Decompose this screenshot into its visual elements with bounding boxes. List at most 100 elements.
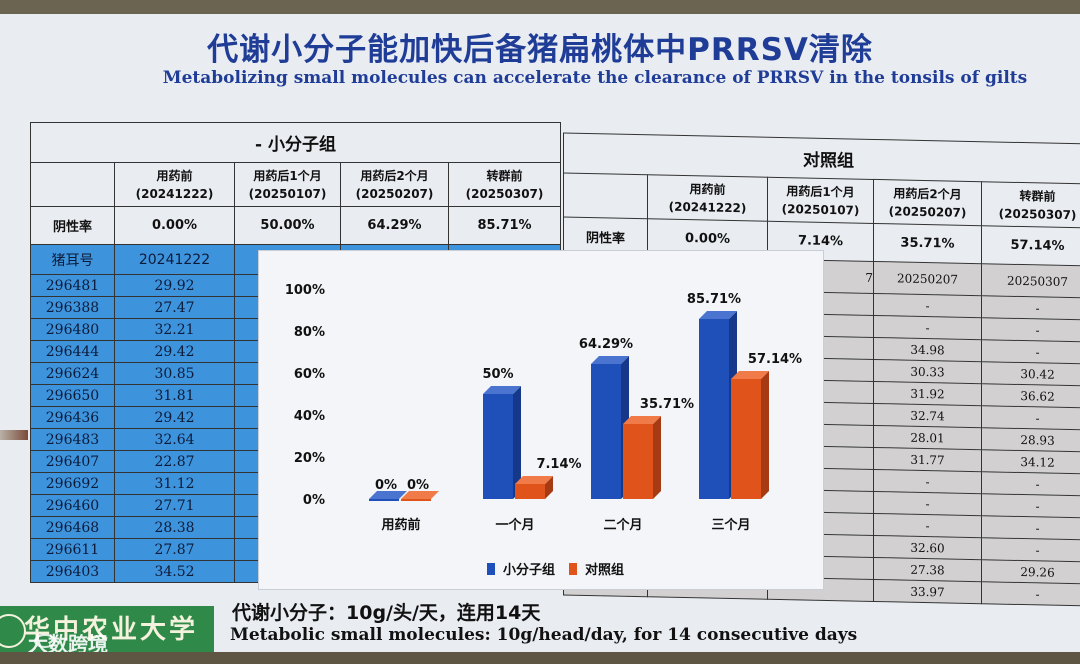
- table-cell: 296444: [30, 340, 115, 363]
- ear-header-cell: 20250307: [981, 263, 1080, 299]
- table-cell: -: [981, 405, 1080, 431]
- x-tick-label: 三个月: [711, 517, 750, 533]
- data-label: 0%: [375, 478, 397, 493]
- table-cell: 32.60: [873, 535, 982, 560]
- bar-side: [761, 371, 769, 499]
- ear-header-cell: 猪耳号: [30, 244, 115, 275]
- bar-top: [369, 491, 407, 499]
- table-cell: 32.74: [873, 403, 982, 428]
- left_group-col-header: 用药后2个月 (20250207): [340, 162, 449, 207]
- table-cell: 29.42: [114, 406, 235, 429]
- right_group-col-header: [563, 172, 648, 219]
- bar-control: [515, 484, 545, 499]
- left_group-rate-label: 阴性率: [30, 206, 115, 245]
- table-cell: -: [981, 471, 1080, 497]
- table-cell: 296480: [30, 318, 115, 341]
- bar-top: [591, 355, 629, 364]
- y-tick-label: 0%: [303, 493, 325, 508]
- right_group-col-header: 转群前 (20250307): [981, 181, 1080, 229]
- left_group-rate-cell: 64.29%: [340, 206, 449, 245]
- table-cell: 296460: [30, 494, 115, 517]
- data-label: 0%: [407, 478, 429, 493]
- right_group-col-header: 用药后1个月 (20250107): [767, 177, 874, 224]
- left_group-rate-cell: 50.00%: [234, 206, 341, 245]
- negative-rate-chart: 0% 20% 40% 60% 80% 100% 0% 0% 用药前 50% 7.14% 一个月 64.2…: [258, 250, 824, 590]
- table-cell: 22.87: [114, 450, 235, 473]
- data-label: 7.14%: [536, 457, 581, 472]
- watermark-icon: [34, 634, 56, 648]
- table-cell: 296481: [30, 274, 115, 297]
- table-cell: 296436: [30, 406, 115, 429]
- table-cell: 28.38: [114, 516, 235, 539]
- bar-top: [731, 371, 769, 380]
- left_group-col-header: 转群前 (20250307): [447, 162, 562, 207]
- bar-small-molecule: [483, 394, 513, 499]
- x-tick-label: 用药前: [380, 517, 420, 533]
- table-cell: 28.93: [981, 427, 1080, 453]
- dosage-cn: 代谢小分子：10g/头/天，连用14天: [232, 602, 541, 624]
- table-cell: -: [873, 293, 982, 318]
- bar-control: [731, 379, 761, 499]
- table-cell: -: [981, 317, 1080, 343]
- y-tick-label: 80%: [294, 325, 325, 340]
- table-cell: 27.87: [114, 538, 235, 561]
- bar-small-molecule: [591, 363, 621, 499]
- table-cell: 27.47: [114, 296, 235, 319]
- table-cell: 296692: [30, 472, 115, 495]
- table-cell: 296468: [30, 516, 115, 539]
- table-cell: 29.26: [981, 559, 1080, 585]
- table-cell: -: [873, 469, 982, 494]
- y-tick-label: 20%: [294, 451, 325, 466]
- data-label: 64.29%: [579, 337, 633, 352]
- table-cell: -: [981, 515, 1080, 541]
- table-cell: -: [873, 315, 982, 340]
- right_group-rate-cell: 35.71%: [873, 223, 982, 264]
- bar-top: [401, 491, 439, 499]
- table-cell: 296403: [30, 560, 115, 583]
- table-cell: 32.21: [114, 318, 235, 341]
- x-tick-label: 一个月: [495, 517, 534, 533]
- right_group-rate-cell: 57.14%: [981, 225, 1080, 267]
- table-cell: -: [873, 513, 982, 538]
- table-cell: 33.97: [873, 579, 982, 604]
- table-cell: 32.64: [114, 428, 235, 451]
- table-cell: 27.38: [873, 557, 982, 582]
- left_group-title: - 小分子组: [29, 122, 562, 163]
- dosage-en: Metabolic small molecules: 10g/head/day,…: [230, 625, 858, 645]
- bar-side: [653, 416, 661, 499]
- chart-svg: 0% 20% 40% 60% 80% 100% 0% 0% 用药前 50% 7.14% 一个月 64.2…: [285, 283, 802, 578]
- bar-small-molecule: [369, 499, 399, 501]
- right_group-col-header: 用药后2个月 (20250207): [873, 179, 982, 226]
- table-cell: -: [873, 491, 982, 516]
- y-tick-label: 60%: [294, 367, 325, 382]
- x-tick-label: 二个月: [603, 517, 642, 533]
- table-cell: 296483: [30, 428, 115, 451]
- y-tick-label: 100%: [285, 283, 325, 298]
- table-cell: 296388: [30, 296, 115, 319]
- data-label: 57.14%: [748, 352, 802, 367]
- left_group-rate-cell: 85.71%: [447, 206, 562, 245]
- table-cell: 29.42: [114, 340, 235, 363]
- table-cell: 30.85: [114, 362, 235, 385]
- table-cell: 31.81: [114, 384, 235, 407]
- bar-side: [545, 476, 553, 499]
- table-cell: 31.92: [873, 381, 982, 406]
- data-label: 50%: [482, 367, 513, 382]
- slide-subtitle: Metabolizing small molecules can acceler…: [162, 68, 1028, 88]
- table-cell: -: [981, 339, 1080, 365]
- bottom-frame: [0, 652, 1080, 664]
- table-cell: 29.92: [114, 274, 235, 297]
- left_group-col-header: [30, 162, 115, 207]
- table-cell: 36.62: [981, 383, 1080, 409]
- ear-header-cell: 20250207: [873, 261, 982, 296]
- right_group-col-header: 用药前 (20241222): [647, 174, 768, 222]
- data-label: 35.71%: [640, 397, 694, 412]
- legend-swatch: [569, 563, 577, 575]
- slide-title: 代谢小分子能加快后备猪扁桃体中PRRSV清除: [207, 32, 873, 68]
- table-cell: -: [981, 493, 1080, 519]
- table-cell: 30.33: [873, 359, 982, 384]
- table-cell: -: [981, 581, 1080, 607]
- table-cell: 34.52: [114, 560, 235, 583]
- table-cell: 296407: [30, 450, 115, 473]
- table-cell: 296650: [30, 384, 115, 407]
